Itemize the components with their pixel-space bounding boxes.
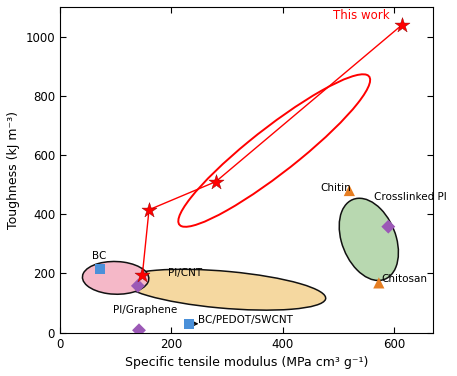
X-axis label: Specific tensile modulus (MPa cm³ g⁻¹): Specific tensile modulus (MPa cm³ g⁻¹) xyxy=(125,356,368,369)
Point xyxy=(345,188,353,194)
Text: BC/PEDOT/SWCNT: BC/PEDOT/SWCNT xyxy=(198,315,293,325)
Point xyxy=(134,283,142,289)
Point xyxy=(145,207,153,213)
Point xyxy=(186,321,193,327)
Text: PI/Graphene: PI/Graphene xyxy=(113,305,177,314)
Text: PI/CNT: PI/CNT xyxy=(169,268,202,278)
Ellipse shape xyxy=(122,269,326,310)
Text: Chitin: Chitin xyxy=(320,183,351,193)
Point xyxy=(135,327,143,333)
Point xyxy=(385,224,392,230)
Point xyxy=(138,272,146,278)
Text: This work: This work xyxy=(333,9,389,22)
Text: Crosslinked PI: Crosslinked PI xyxy=(374,192,447,202)
Point xyxy=(212,179,219,185)
Point xyxy=(375,280,383,286)
Point xyxy=(96,266,104,272)
Text: BC: BC xyxy=(92,251,106,261)
Y-axis label: Toughness (kJ m⁻³): Toughness (kJ m⁻³) xyxy=(7,111,20,229)
Text: Chitosan: Chitosan xyxy=(382,274,428,284)
Ellipse shape xyxy=(339,198,399,280)
Ellipse shape xyxy=(82,261,149,294)
Point xyxy=(399,22,406,28)
